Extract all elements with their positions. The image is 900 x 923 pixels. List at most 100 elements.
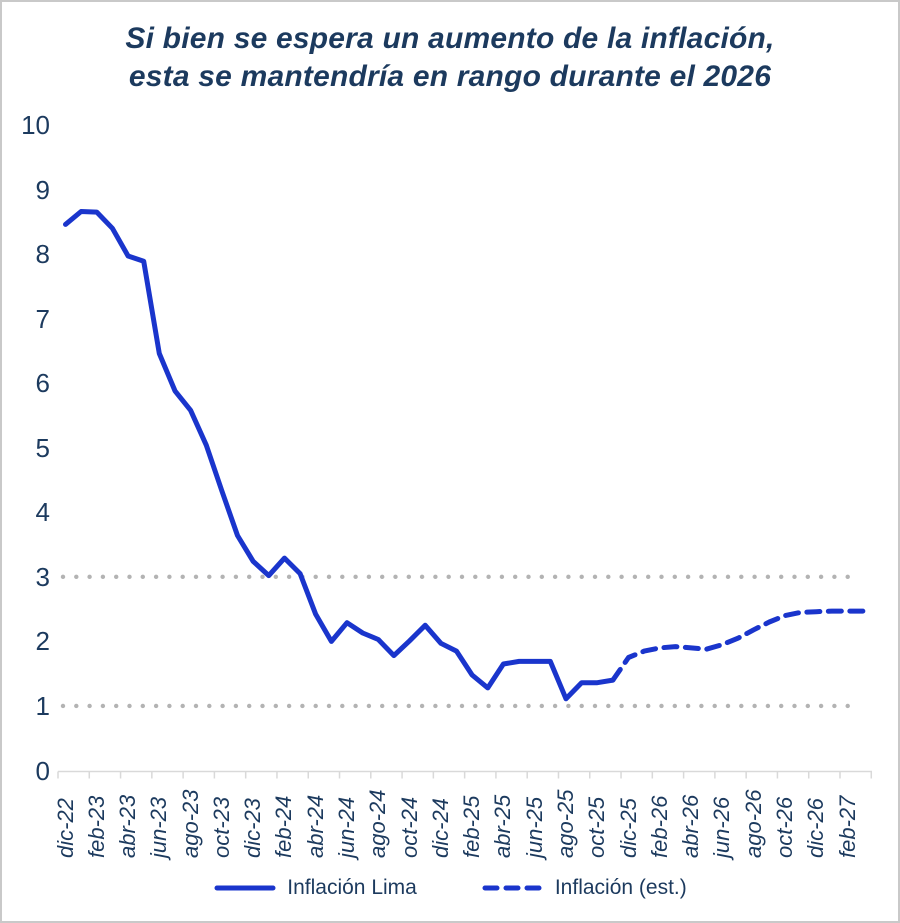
x-tick-label-oct-26: oct-26	[771, 796, 797, 858]
x-tick-label-ago-23: ago-23	[177, 789, 203, 858]
grid-dot	[792, 574, 797, 580]
series-line-inflacion-lima	[63, 209, 616, 702]
grid-dot	[353, 574, 358, 580]
x-tick-label-abr-24: abr-24	[302, 794, 328, 858]
x-tick-label-dic-22: dic-22	[52, 798, 78, 858]
grid-dot	[140, 703, 145, 709]
grid-dot	[114, 574, 119, 580]
series-line-inflacion-est	[610, 608, 866, 683]
grid-dot	[366, 574, 372, 580]
grid-dot	[340, 703, 345, 709]
grid-dot	[752, 574, 757, 580]
y-tick-label-8: 8	[35, 239, 50, 270]
x-tick-label-ago-24: ago-24	[365, 789, 391, 858]
y-tick-label-3: 3	[35, 561, 50, 592]
grid-dot	[100, 574, 106, 580]
x-tick-label-feb-27: feb-27	[834, 795, 860, 858]
grid-dot	[818, 703, 824, 709]
grid-dot	[606, 574, 611, 580]
y-tick-label-0: 0	[35, 755, 50, 786]
grid-dot	[632, 574, 638, 580]
x-tick-label-abr-25: abr-25	[490, 794, 516, 858]
grid-dot	[818, 574, 824, 580]
solid-line-sample-icon	[214, 885, 276, 891]
y-tick-label-2: 2	[35, 626, 50, 657]
legend-label-inflacion-lima: Inflación Lima	[287, 876, 417, 899]
grid-dot	[419, 703, 425, 709]
grid-dot	[286, 574, 292, 580]
grid-dot	[499, 703, 505, 709]
x-tick-label-oct-24: oct-24	[396, 796, 422, 858]
grid-dot	[220, 574, 225, 580]
x-tick-label-jun-24: jun-24	[334, 796, 360, 858]
x-tick-label-dic-26: dic-26	[803, 798, 829, 858]
grid-dot	[685, 703, 691, 709]
grid-dot	[366, 703, 372, 709]
x-tick-label-jun-23: jun-23	[146, 796, 172, 858]
grid-dot	[513, 703, 518, 709]
grid-dot	[233, 574, 239, 580]
x-tick-label-dic-25: dic-25	[615, 798, 641, 858]
x-tick-label-abr-23: abr-23	[115, 794, 141, 858]
grid-dot	[805, 703, 810, 709]
y-tick-label-1: 1	[35, 690, 50, 721]
grid-dot	[393, 703, 398, 709]
grid-dot	[659, 703, 664, 709]
grid-dot	[765, 703, 771, 709]
x-tick-label-feb-26: feb-26	[646, 795, 672, 858]
legend-item-inflacion-est: Inflación (est.)	[481, 876, 687, 900]
x-tick-label-feb-23: feb-23	[83, 795, 109, 858]
grid-dot	[233, 703, 239, 709]
reference-dotted-line-1	[60, 703, 850, 709]
grid-dot	[725, 574, 731, 580]
grid-dot	[672, 574, 677, 580]
grid-dot	[579, 574, 584, 580]
x-tick-label-oct-25: oct-25	[584, 796, 610, 858]
grid-dot	[273, 703, 278, 709]
grid-dot	[326, 703, 332, 709]
grid-dot	[486, 574, 491, 580]
grid-dot	[326, 574, 332, 580]
grid-dot	[419, 574, 425, 580]
grid-dot	[699, 574, 704, 580]
grid-dot	[526, 574, 531, 580]
grid-dot	[260, 703, 265, 709]
grid-dot	[393, 574, 398, 580]
legend-item-inflacion-lima: Inflación Lima	[213, 876, 417, 900]
x-tick-label-oct-23: oct-23	[208, 796, 234, 858]
y-tick-label-4: 4	[35, 497, 50, 528]
grid-dot	[712, 703, 717, 709]
grid-dot	[619, 703, 624, 709]
grid-dot	[619, 574, 624, 580]
grid-dot	[193, 574, 199, 580]
grid-dot	[127, 703, 132, 709]
grid-dot	[646, 703, 651, 709]
x-tick-label-ago-25: ago-25	[552, 789, 578, 858]
grid-dot	[779, 574, 784, 580]
grid-dot	[712, 574, 717, 580]
grid-dot	[566, 703, 571, 709]
x-tick-label-jun-26: jun-26	[709, 796, 735, 858]
grid-dot	[60, 703, 66, 709]
grid-dot	[100, 703, 106, 709]
grid-dot	[685, 574, 691, 580]
chart-title-line2: esta se mantendría en rango durante el 2…	[128, 60, 772, 93]
grid-dot	[566, 574, 571, 580]
x-tick-label-feb-24: feb-24	[271, 795, 297, 858]
grid-dot	[87, 574, 92, 580]
grid-dot	[74, 574, 79, 580]
legend-label-inflacion-est: Inflación (est.)	[554, 876, 687, 899]
grid-dot	[353, 703, 358, 709]
grid-dot	[845, 574, 850, 580]
x-tick-label-jun-25: jun-25	[521, 796, 547, 858]
grid-dot	[167, 574, 172, 580]
grid-dot	[513, 574, 518, 580]
grid-dot	[832, 703, 837, 709]
grid-dot	[845, 703, 850, 709]
grid-dot	[632, 703, 638, 709]
y-tick-label-7: 7	[35, 303, 50, 334]
grid-dot	[74, 703, 79, 709]
chart-title: Si bien se espera un aumento de la infla…	[0, 20, 900, 96]
grid-dot	[539, 574, 544, 580]
